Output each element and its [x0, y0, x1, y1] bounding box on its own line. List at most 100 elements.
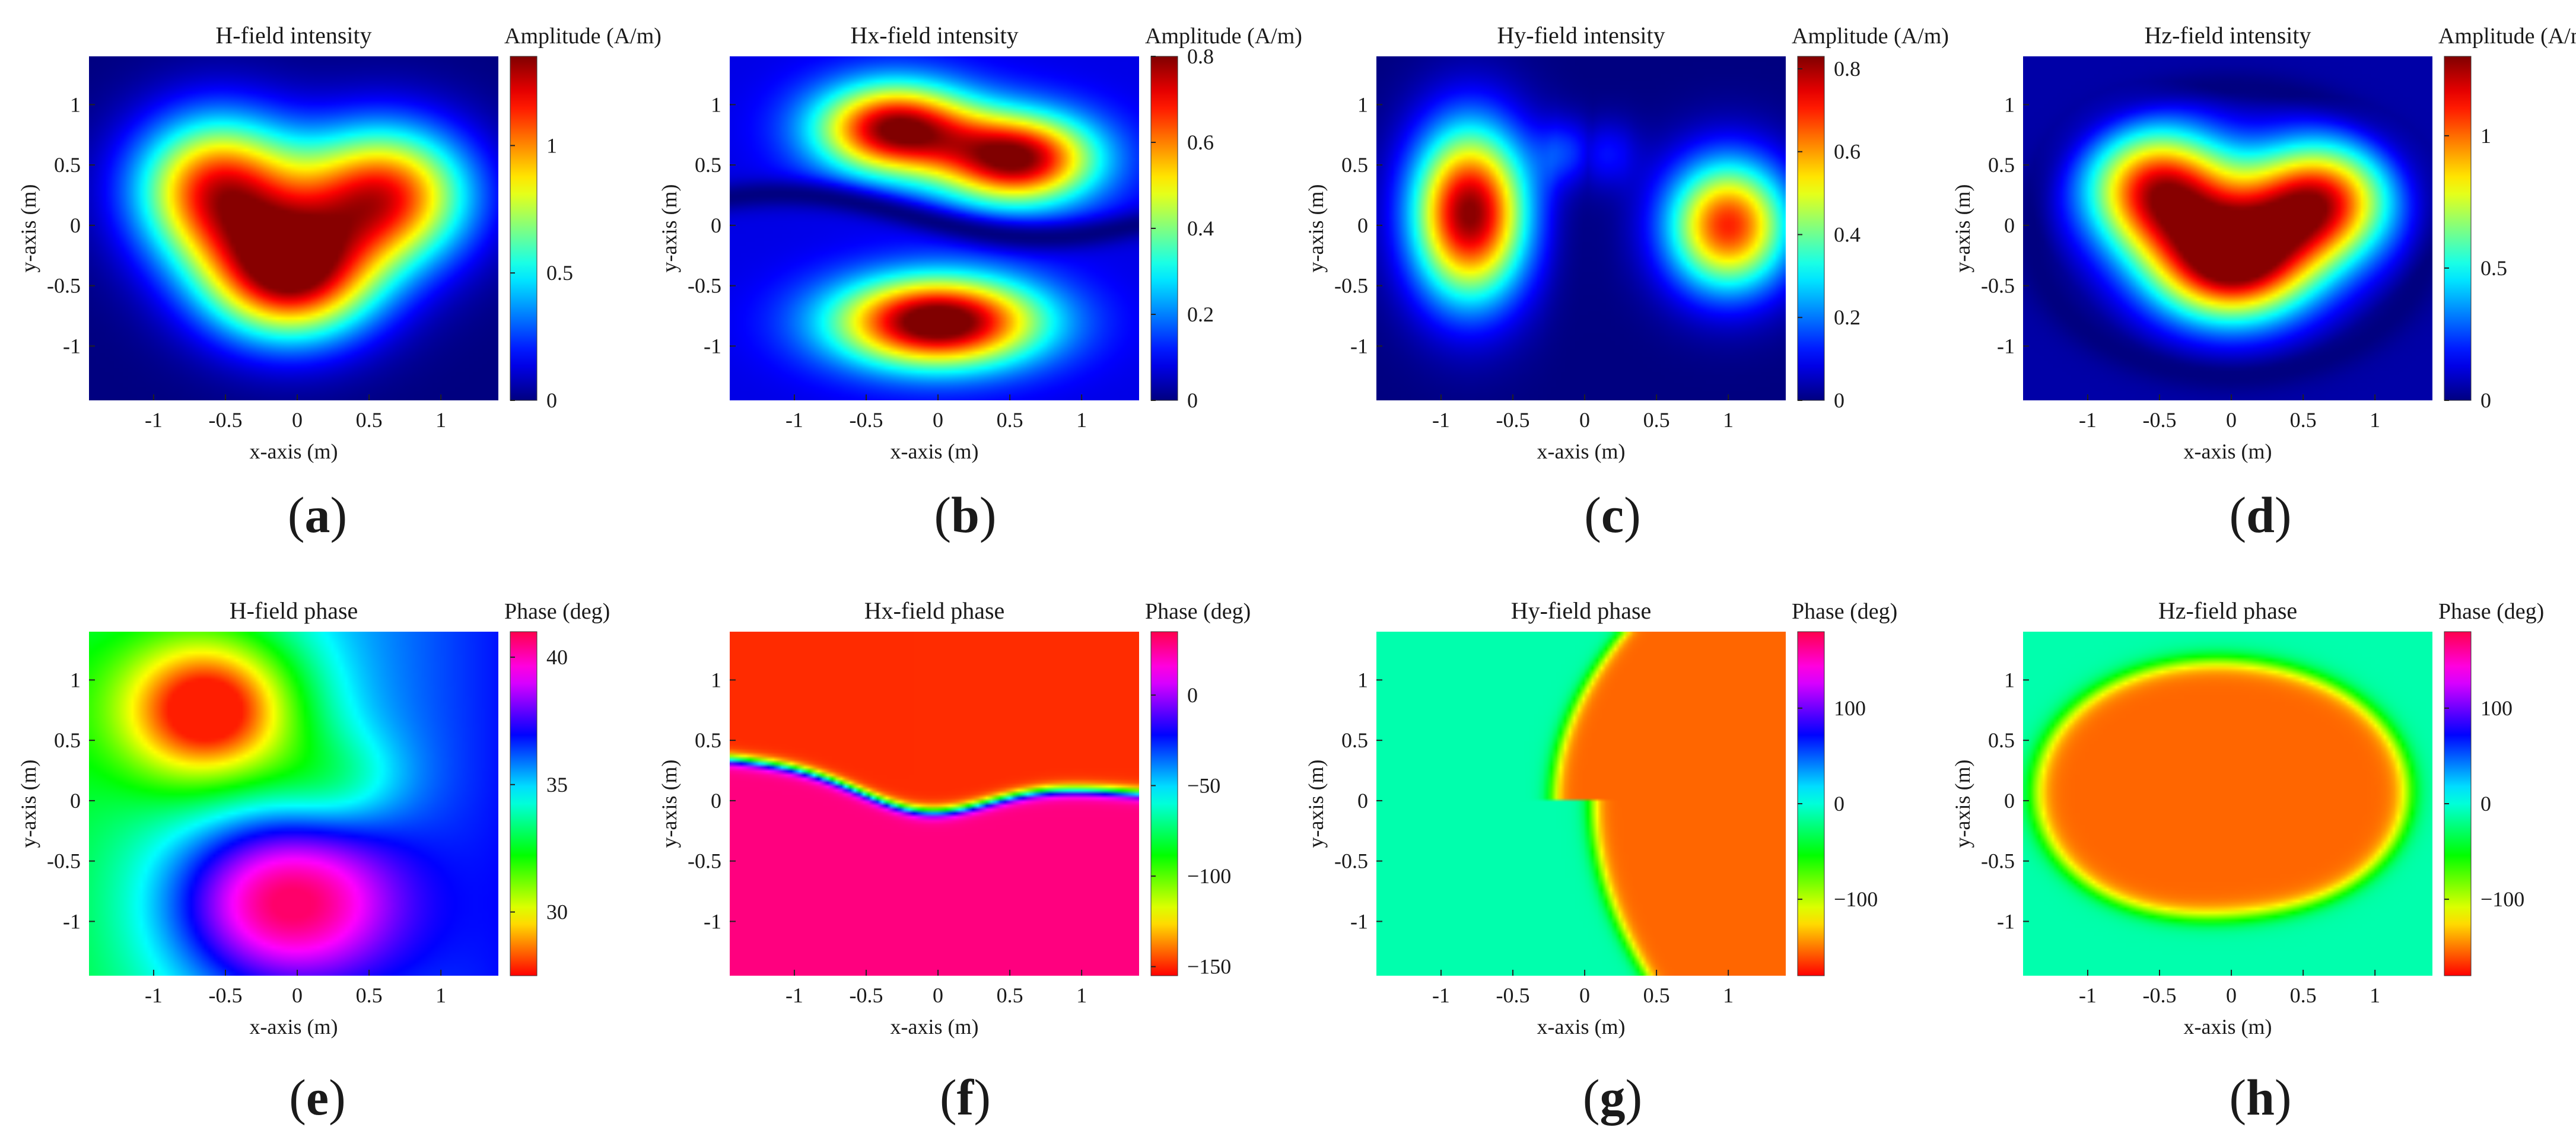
colorbar-b: Amplitude (A/m) 0 0.2 0.4 0.6 0.8 — [1145, 24, 1302, 412]
axes-a: -1 -0.5 0 0.5 1 -1 -0.5 0 0.5 1 — [47, 93, 446, 432]
chart-h: -1 -0.5 0 0.5 1 -1 -0.5 0 0.5 1 Hz-field phase x-ax… — [1951, 597, 2544, 1039]
axes-c: -1 -0.5 0 0.5 1 -1 -0.5 0 0.5 1 — [1334, 93, 1734, 432]
x-axis-label: x-axis (m) — [891, 1015, 979, 1039]
x-axis-label: x-axis (m) — [2184, 440, 2272, 463]
x-tick-label: -0.5 — [2143, 983, 2177, 1007]
y-tick-label: 0 — [2004, 789, 2015, 813]
panel-f: -1 -0.5 0 0.5 1 -1 -0.5 0 0.5 1 Hx-field phase x-ax… — [641, 575, 1332, 1041]
colorbar-label: Amplitude (A/m) — [1145, 24, 1302, 49]
colorbar-d: Amplitude (A/m) 0 0.5 1 — [2438, 24, 2576, 412]
y-tick-label: 0.5 — [54, 153, 81, 177]
heatmap-a — [89, 56, 498, 400]
y-tick-label: 0 — [711, 789, 721, 813]
colorbar-scale — [510, 631, 538, 976]
colorbar-scale — [2444, 56, 2472, 401]
colorbar-tick-label: 1 — [546, 133, 557, 157]
y-axis-label: y-axis (m) — [1304, 184, 1328, 273]
y-tick-label: 1 — [711, 668, 721, 692]
y-tick-label: -1 — [1997, 334, 2015, 358]
colorbar-g: Phase (deg) −100 0 100 — [1792, 599, 1897, 976]
caption-c: (c) — [1584, 486, 1641, 543]
chart-a: -1 -0.5 0 0.5 1 -1 -0.5 0 0.5 1 H-field intensity x… — [17, 22, 662, 463]
colorbar-tick-label: −50 — [1187, 773, 1220, 797]
y-tick-label: 0 — [70, 214, 81, 237]
chart-b: -1 -0.5 0 0.5 1 -1 -0.5 0 0.5 1 Hx-field intensity… — [657, 22, 1302, 463]
chart-title: Hy-field intensity — [1497, 22, 1665, 49]
colorbar-label: Phase (deg) — [1145, 599, 1251, 624]
x-tick-label: -0.5 — [1496, 408, 1530, 432]
colorbar-tick-label: 0.4 — [1834, 222, 1861, 246]
y-tick-label: -0.5 — [1981, 274, 2015, 298]
x-tick-label: 0 — [292, 983, 303, 1007]
y-tick-label: 1 — [70, 668, 81, 692]
heatmap-c — [1376, 56, 1786, 400]
y-tick-label: 0.5 — [1988, 728, 2015, 752]
x-tick-label: -1 — [1432, 983, 1450, 1007]
y-tick-label: -1 — [63, 334, 81, 358]
chart-title: Hz-field intensity — [2144, 22, 2311, 49]
x-axis-label: x-axis (m) — [891, 440, 979, 463]
y-tick-label: 0.5 — [1341, 728, 1368, 752]
colorbar-tick-label: −150 — [1187, 955, 1231, 979]
x-axis-label: x-axis (m) — [1537, 1015, 1626, 1039]
x-tick-label: 0.5 — [1643, 983, 1670, 1007]
y-axis-label: y-axis (m) — [657, 760, 681, 848]
axes-b: -1 -0.5 0 0.5 1 -1 -0.5 0 0.5 1 — [688, 93, 1087, 432]
y-tick-label: 1 — [711, 93, 721, 116]
colorbar-tick-label: 0 — [2480, 792, 2491, 816]
chart-title: H-field phase — [230, 597, 358, 624]
heatmap-g — [1376, 632, 1786, 976]
x-tick-label: -0.5 — [2143, 408, 2177, 432]
x-tick-label: 0 — [933, 983, 943, 1007]
panel-c: -1 -0.5 0 0.5 1 -1 -0.5 0 0.5 1 Hy-field intensity… — [1287, 0, 1979, 466]
y-tick-label: -0.5 — [688, 849, 721, 873]
caption-a: (a) — [287, 486, 348, 543]
colorbar-a: Amplitude (A/m) 0 0.5 1 — [504, 24, 662, 412]
colorbar-tick-label: 1 — [2480, 124, 2491, 148]
x-tick-label: 0.5 — [356, 983, 383, 1007]
chart-d: -1 -0.5 0 0.5 1 -1 -0.5 0 0.5 1 Hz-field intensity… — [1951, 22, 2576, 463]
x-tick-label: 0 — [292, 408, 303, 432]
x-tick-label: 0.5 — [2290, 983, 2317, 1007]
x-axis-label: x-axis (m) — [2184, 1015, 2272, 1039]
x-tick-label: 0 — [2226, 983, 2237, 1007]
x-tick-label: -1 — [785, 983, 803, 1007]
heatmap-d — [2023, 56, 2432, 400]
caption-f: (f) — [940, 1069, 991, 1126]
y-tick-label: 0.5 — [54, 728, 81, 752]
colorbar-scale — [1797, 56, 1825, 401]
y-tick-label: -1 — [704, 909, 721, 933]
chart-e: -1 -0.5 0 0.5 1 -1 -0.5 0 0.5 1 H-field phase x-axi… — [17, 597, 610, 1039]
panel-h: -1 -0.5 0 0.5 1 -1 -0.5 0 0.5 1 Hz-field phase x-ax… — [1934, 575, 2576, 1041]
x-tick-label: -0.5 — [1496, 983, 1530, 1007]
y-tick-label: 0 — [1357, 789, 1368, 813]
chart-c: -1 -0.5 0 0.5 1 -1 -0.5 0 0.5 1 Hy-field intensity… — [1304, 22, 1949, 463]
x-tick-label: -0.5 — [850, 983, 883, 1007]
y-tick-label: -1 — [63, 909, 81, 933]
axes-h: -1 -0.5 0 0.5 1 -1 -0.5 0 0.5 1 — [1981, 668, 2380, 1007]
chart-g: -1 -0.5 0 0.5 1 -1 -0.5 0 0.5 1 Hy-field phase x-ax… — [1304, 597, 1897, 1039]
y-axis-label: y-axis (m) — [17, 184, 40, 273]
x-tick-label: 0.5 — [1643, 408, 1670, 432]
caption-d: (d) — [2229, 486, 2292, 543]
y-tick-label: 0.5 — [1988, 153, 2015, 177]
x-tick-label: 1 — [1723, 408, 1734, 432]
colorbar-label: Amplitude (A/m) — [2438, 24, 2576, 49]
y-tick-label: -0.5 — [688, 274, 721, 298]
colorbar-tick-label: 0.4 — [1187, 216, 1214, 240]
heatmap-b — [730, 56, 1139, 400]
heatmap-f — [730, 632, 1139, 976]
x-tick-label: 1 — [2370, 983, 2380, 1007]
x-tick-label: -1 — [145, 408, 163, 432]
y-tick-label: -1 — [1350, 334, 1368, 358]
x-tick-label: 0 — [933, 408, 943, 432]
y-axis-label: y-axis (m) — [657, 184, 681, 273]
heatmap-e — [89, 632, 498, 976]
colorbar-tick-label: 0 — [1834, 389, 1844, 412]
colorbar-tick-label: −100 — [1187, 864, 1231, 888]
x-tick-label: 1 — [2370, 408, 2380, 432]
colorbar-f: Phase (deg) −150 −100 −50 0 — [1145, 599, 1251, 979]
colorbar-tick-label: 30 — [546, 900, 568, 924]
axes-e: -1 -0.5 0 0.5 1 -1 -0.5 0 0.5 1 — [47, 668, 446, 1007]
chart-title: Hy-field phase — [1511, 597, 1652, 624]
